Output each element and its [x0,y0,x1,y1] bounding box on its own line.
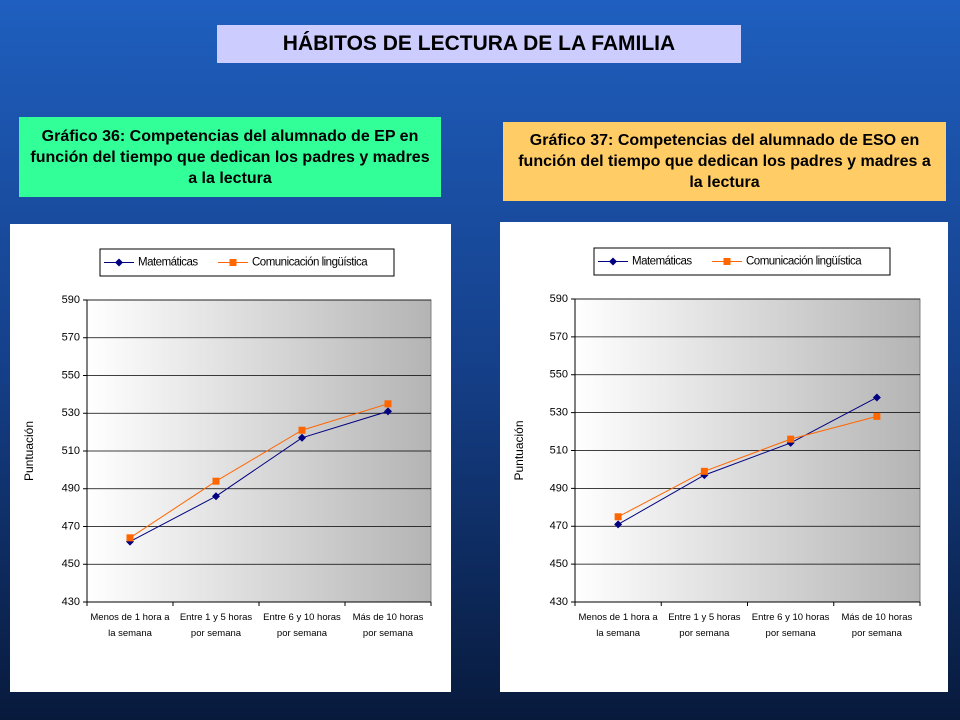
marker [212,492,220,501]
y-tick-label: 590 [550,293,568,305]
y-tick-label: 430 [550,596,568,608]
y-axis-label: Puntuación [22,421,36,481]
series-line [129,410,389,543]
marker [614,520,623,529]
y-tick-label: 530 [62,407,80,419]
x-tick-label: Entre 1 y 5 horas por semana [180,612,253,639]
legend-label: Matemáticas [138,257,198,269]
marker [872,393,881,402]
x-tick-label: Entre 6 y 10 horas por semana [752,612,830,639]
y-tick-label: 430 [62,596,80,608]
marker [787,435,795,443]
y-tick-label: 550 [550,369,568,381]
x-tick-label: Menos de 1 hora a la semana [90,612,170,639]
y-tick-label: 510 [62,445,80,457]
marker [614,513,622,521]
marker [384,407,392,416]
legend-label: Matemáticas [632,256,692,268]
series-line [617,397,878,525]
chart-title: Gráfico 36: Competencias del alumnado de… [19,117,441,197]
x-tick-label: Entre 6 y 10 horas por semana [263,612,341,639]
y-tick-label: 450 [62,558,80,570]
marker [298,426,306,434]
marker [298,433,306,442]
marker [115,258,123,267]
chart-title: Gráfico 37: Competencias del alumnado de… [503,122,946,201]
y-tick-label: 570 [550,331,568,343]
x-tick-label: Más de 10 horas por semana [353,612,424,639]
legend-label: Comunicación lingüística [252,257,368,269]
y-tick-label: 470 [550,520,568,532]
series-line [617,415,878,518]
marker [723,258,731,265]
slide-title: HÁBITOS DE LECTURA DE LA FAMILIA [217,25,741,63]
y-axis-label: Puntuación [512,420,526,480]
marker [212,477,220,485]
marker [873,412,881,420]
x-tick-label: Menos de 1 hora a la semana [579,612,659,639]
marker [700,467,708,475]
y-tick-label: 490 [550,482,568,494]
y-tick-label: 470 [62,520,80,532]
series-line [129,403,389,539]
y-tick-label: 550 [62,369,80,381]
marker [609,257,617,266]
y-tick-label: 450 [550,558,568,570]
marker [384,400,392,408]
y-tick-label: 530 [550,407,568,419]
y-tick-label: 490 [62,483,80,495]
y-tick-label: 590 [62,294,80,306]
x-tick-label: Entre 1 y 5 horas por semana [668,612,741,639]
legend-label: Comunicación lingüística [746,256,862,268]
y-tick-label: 510 [550,444,568,456]
y-tick-label: 570 [62,332,80,344]
x-tick-label: Más de 10 horas por semana [841,612,912,639]
marker [126,534,134,542]
marker [229,259,237,266]
